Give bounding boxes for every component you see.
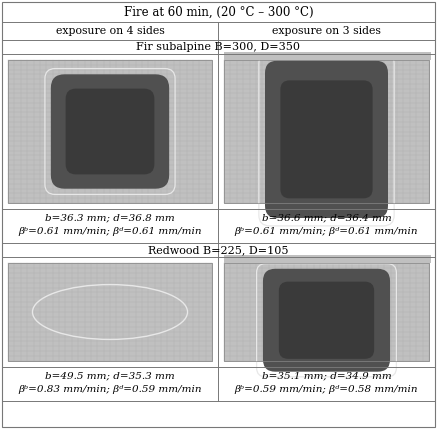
Text: βᵇ=0.61 mm/min; βᵈ=0.61 mm/min: βᵇ=0.61 mm/min; βᵈ=0.61 mm/min xyxy=(18,227,202,236)
FancyBboxPatch shape xyxy=(263,269,390,372)
Bar xyxy=(224,60,429,203)
Text: βᵇ=0.83 mm/min; βᵈ=0.59 mm/min: βᵇ=0.83 mm/min; βᵈ=0.59 mm/min xyxy=(18,384,202,393)
Text: Fir subalpine B=300, D=350: Fir subalpine B=300, D=350 xyxy=(136,42,301,52)
Bar xyxy=(8,60,212,203)
Bar xyxy=(224,263,429,361)
Bar xyxy=(8,60,212,203)
Text: exposure on 4 sides: exposure on 4 sides xyxy=(55,26,164,36)
FancyBboxPatch shape xyxy=(51,74,169,189)
FancyBboxPatch shape xyxy=(279,282,374,359)
Bar xyxy=(224,60,429,203)
Bar xyxy=(8,263,212,361)
Text: b=35.1 mm; d=34.9 mm: b=35.1 mm; d=34.9 mm xyxy=(262,372,392,381)
FancyBboxPatch shape xyxy=(66,89,154,175)
Text: b=36.6 mm; d=36.4 mm: b=36.6 mm; d=36.4 mm xyxy=(262,214,392,223)
Text: βᵇ=0.59 mm/min; βᵈ=0.58 mm/min: βᵇ=0.59 mm/min; βᵈ=0.58 mm/min xyxy=(235,384,418,393)
Bar xyxy=(8,263,212,361)
Text: βᵇ=0.61 mm/min; βᵈ=0.61 mm/min: βᵇ=0.61 mm/min; βᵈ=0.61 mm/min xyxy=(235,227,418,236)
Text: b=49.5 mm; d=35.3 mm: b=49.5 mm; d=35.3 mm xyxy=(45,372,175,381)
Bar xyxy=(224,263,429,361)
FancyBboxPatch shape xyxy=(281,80,373,198)
Text: exposure on 3 sides: exposure on 3 sides xyxy=(272,26,381,36)
FancyBboxPatch shape xyxy=(265,61,388,218)
Bar xyxy=(224,52,431,60)
Text: Redwood B=225, D=105: Redwood B=225, D=105 xyxy=(148,245,289,255)
Text: b=36.3 mm; d=36.8 mm: b=36.3 mm; d=36.8 mm xyxy=(45,214,175,223)
Text: Fire at 60 min, (20 °C – 300 °C): Fire at 60 min, (20 °C – 300 °C) xyxy=(124,6,313,18)
Bar xyxy=(224,255,431,263)
